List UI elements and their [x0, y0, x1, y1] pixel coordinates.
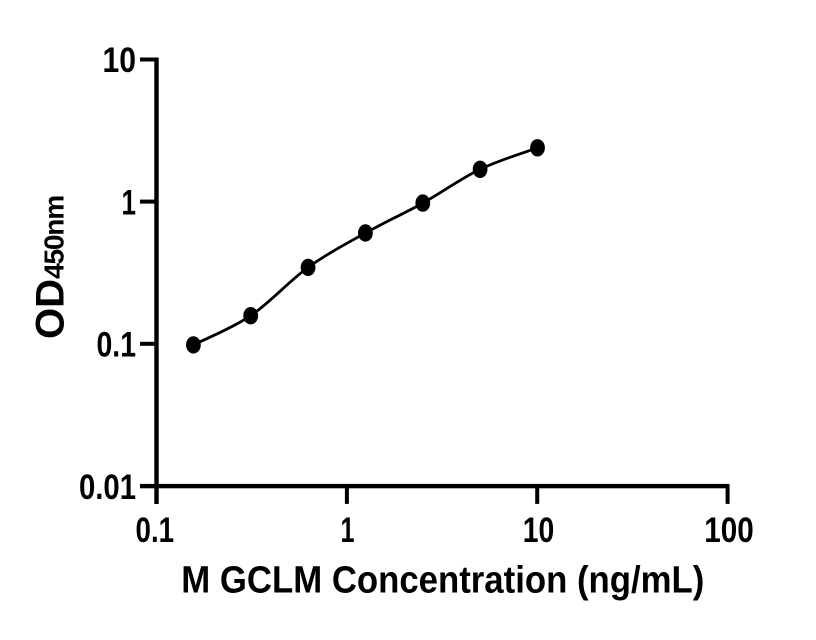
- svg-text:1: 1: [122, 183, 137, 222]
- svg-text:M GCLM Concentration (ng/mL): M GCLM Concentration (ng/mL): [181, 559, 704, 602]
- svg-text:0.1: 0.1: [97, 326, 137, 365]
- svg-text:10: 10: [103, 41, 137, 80]
- svg-text:1: 1: [341, 511, 355, 550]
- svg-text:10: 10: [523, 511, 555, 550]
- svg-text:0.01: 0.01: [79, 468, 136, 507]
- svg-text:0.1: 0.1: [136, 511, 175, 550]
- svg-text:100: 100: [704, 511, 754, 550]
